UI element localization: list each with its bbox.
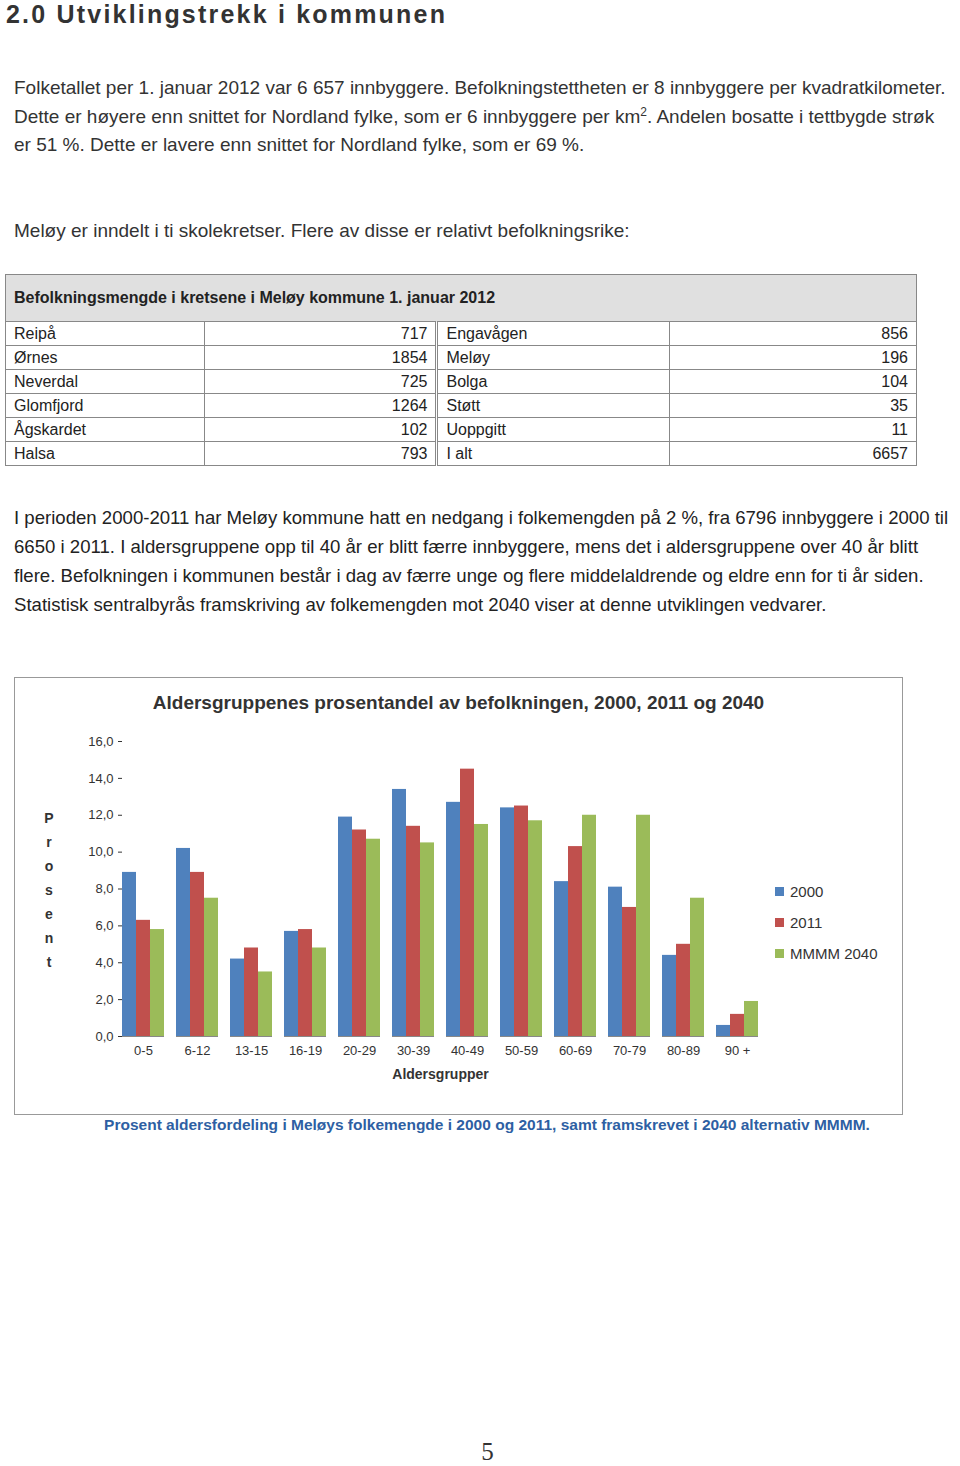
html-text:6657: 6657 [872, 444, 908, 462]
svg-text:8,0: 8,0 [95, 881, 113, 896]
html-text:t: t [46, 954, 52, 970]
html-text:Meløy er inndelt i ti skolekre: Meløy er inndelt i ti skolekretser. Fler… [14, 220, 630, 241]
svg-text:Aldersgrupper: Aldersgrupper [392, 1066, 489, 1082]
svg-text:90 +: 90 + [725, 1043, 751, 1058]
html-text:717: 717 [400, 324, 428, 342]
svg-text:16-19: 16-19 [289, 1043, 322, 1058]
html-text:Folketallet per 1. januar 2012: Folketallet per 1. januar 2012 var 6 657… [14, 77, 946, 155]
svg-text:10,0: 10,0 [88, 844, 113, 859]
html-text:2.0 Utviklingstrekk i kommunen: 2.0 Utviklingstrekk i kommunen [6, 0, 448, 28]
html-text:35: 35 [890, 396, 908, 414]
html-text:1264: 1264 [391, 396, 428, 414]
html-text:Støtt: Støtt [446, 396, 481, 414]
html-text:1854: 1854 [391, 348, 428, 366]
svg-text:13-15: 13-15 [235, 1043, 268, 1058]
html-text:Aldersgruppenes prosentandel a: Aldersgruppenes prosentandel av befolkni… [152, 692, 765, 713]
html-text:Engavågen: Engavågen [446, 324, 528, 342]
svg-text:50-59: 50-59 [505, 1043, 538, 1058]
html-text:Uoppgitt: Uoppgitt [446, 420, 506, 438]
svg-text:40-49: 40-49 [451, 1043, 484, 1058]
html-text:Bolga: Bolga [446, 372, 488, 390]
svg-text:30-39: 30-39 [397, 1043, 430, 1058]
html-text:Ågskardet: Ågskardet [14, 420, 86, 438]
html-text:o: o [44, 858, 54, 874]
html-text:102: 102 [400, 420, 428, 438]
svg-text:6,0: 6,0 [95, 918, 113, 933]
html-text:I alt: I alt [446, 444, 473, 462]
html-text:856: 856 [881, 324, 908, 342]
html-text:r: r [46, 834, 52, 850]
svg-text:80-89: 80-89 [667, 1043, 700, 1058]
svg-text:6-12: 6-12 [184, 1043, 210, 1058]
svg-text:2,0: 2,0 [95, 992, 113, 1007]
svg-text:14,0: 14,0 [88, 771, 113, 786]
svg-text:16,0: 16,0 [88, 734, 113, 749]
svg-text:20-29: 20-29 [343, 1043, 376, 1058]
html-text:Halsa: Halsa [14, 444, 55, 462]
svg-text:60-69: 60-69 [559, 1043, 592, 1058]
html-text:11: 11 [891, 420, 908, 438]
html-text:2000: 2000 [790, 883, 824, 900]
html-text:P: P [44, 810, 54, 826]
html-text:e: e [45, 906, 53, 922]
html-text:Reipå: Reipå [14, 324, 56, 342]
html-text:s: s [45, 882, 53, 898]
html-text:793: 793 [400, 444, 428, 462]
svg-text:12,0: 12,0 [88, 807, 113, 822]
svg-text:0,0: 0,0 [95, 1029, 113, 1044]
html-text:5: 5 [481, 1438, 494, 1465]
html-text:104: 104 [881, 372, 908, 390]
html-text:n: n [44, 930, 54, 946]
html-text:MMMM 2040: MMMM 2040 [790, 945, 878, 962]
html-text:Prosent aldersfordeling i Melø: Prosent aldersfordeling i Meløys folkeme… [104, 1116, 870, 1133]
html-text:Meløy: Meløy [446, 348, 490, 366]
svg-text:70-79: 70-79 [613, 1043, 646, 1058]
html-text:I perioden 2000-2011 har Meløy: I perioden 2000-2011 har Meløy kommune h… [14, 507, 949, 615]
html-text:Neverdal: Neverdal [14, 372, 78, 390]
html-text:2011: 2011 [790, 914, 823, 931]
svg-text:0-5: 0-5 [134, 1043, 153, 1058]
html-text:725: 725 [400, 372, 428, 390]
html-text:196: 196 [881, 348, 908, 366]
html-text:Befolkningsmengde i kretsene i: Befolkningsmengde i kretsene i Meløy kom… [14, 289, 495, 306]
svg-text:4,0: 4,0 [95, 955, 113, 970]
html-text:Ørnes: Ørnes [14, 348, 58, 366]
html-text:Glomfjord: Glomfjord [14, 396, 84, 414]
